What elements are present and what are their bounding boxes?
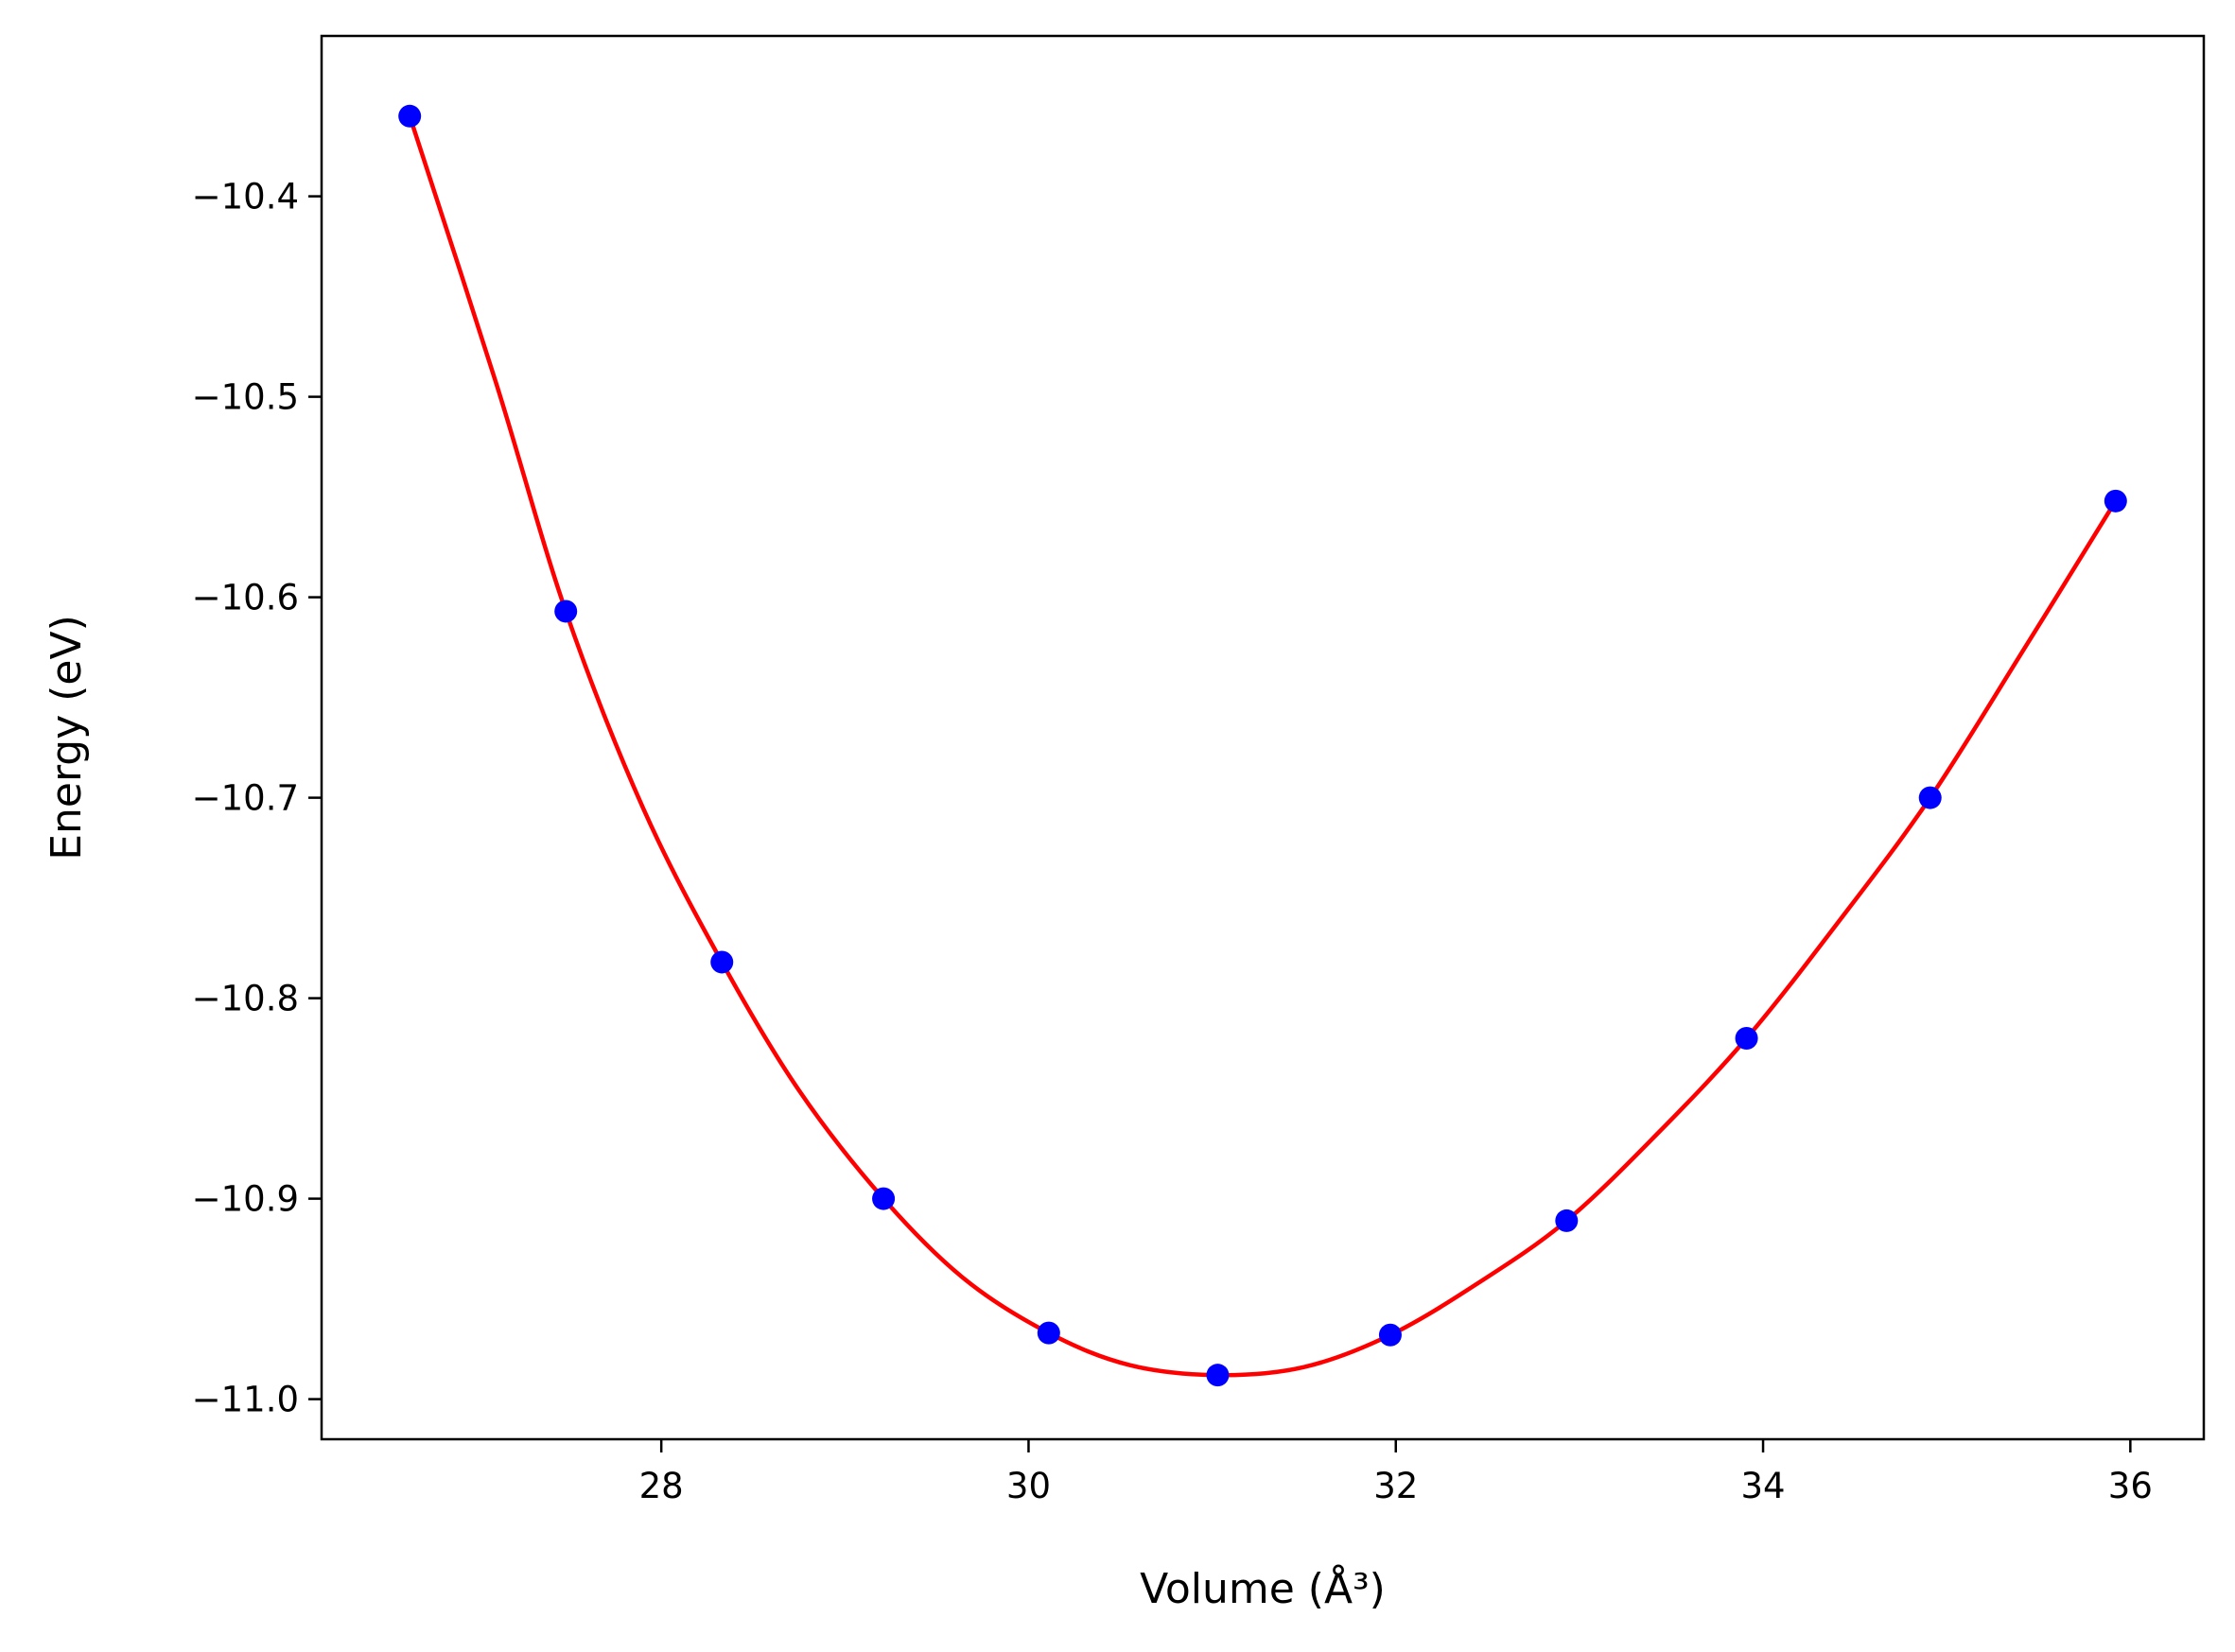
data-point bbox=[1555, 1209, 1579, 1232]
data-point bbox=[710, 950, 734, 974]
x-tick-label: 32 bbox=[1373, 1466, 1418, 1506]
data-point bbox=[1378, 1323, 1402, 1347]
data-points bbox=[398, 104, 2127, 1387]
y-tick-label: −10.9 bbox=[192, 1179, 299, 1220]
y-tick-label: −10.4 bbox=[192, 177, 299, 217]
fit-curve-line bbox=[407, 113, 2119, 1378]
y-tick-label: −10.6 bbox=[192, 578, 299, 618]
data-point bbox=[554, 600, 578, 623]
plot-area-frame bbox=[320, 34, 2206, 1441]
y-tick-label: −10.5 bbox=[192, 377, 299, 418]
data-point bbox=[1735, 1027, 1758, 1050]
x-axis-ticks: 28 30 32 34 36 bbox=[639, 1439, 2153, 1506]
x-axis-label: Volume (Å³) bbox=[1140, 1563, 1386, 1613]
y-axis-ticks: −10.4 −10.5 −10.6 −10.7 −10.8 −10.9 −11.0 bbox=[192, 177, 322, 1420]
y-axis-label: Energy (eV) bbox=[43, 615, 91, 861]
data-point bbox=[1918, 786, 1942, 809]
x-tick-label: 30 bbox=[1006, 1466, 1051, 1506]
y-tick-label: −11.0 bbox=[192, 1380, 299, 1420]
data-point bbox=[1037, 1321, 1060, 1345]
x-tick-label: 28 bbox=[639, 1466, 684, 1506]
data-point bbox=[872, 1187, 896, 1210]
x-tick-label: 36 bbox=[2108, 1466, 2153, 1506]
data-point bbox=[2104, 489, 2127, 513]
data-point bbox=[398, 104, 422, 128]
y-tick-label: −10.7 bbox=[192, 778, 299, 819]
x-tick-label: 34 bbox=[1741, 1466, 1786, 1506]
data-point bbox=[1206, 1364, 1230, 1387]
y-tick-label: −10.8 bbox=[192, 979, 299, 1019]
